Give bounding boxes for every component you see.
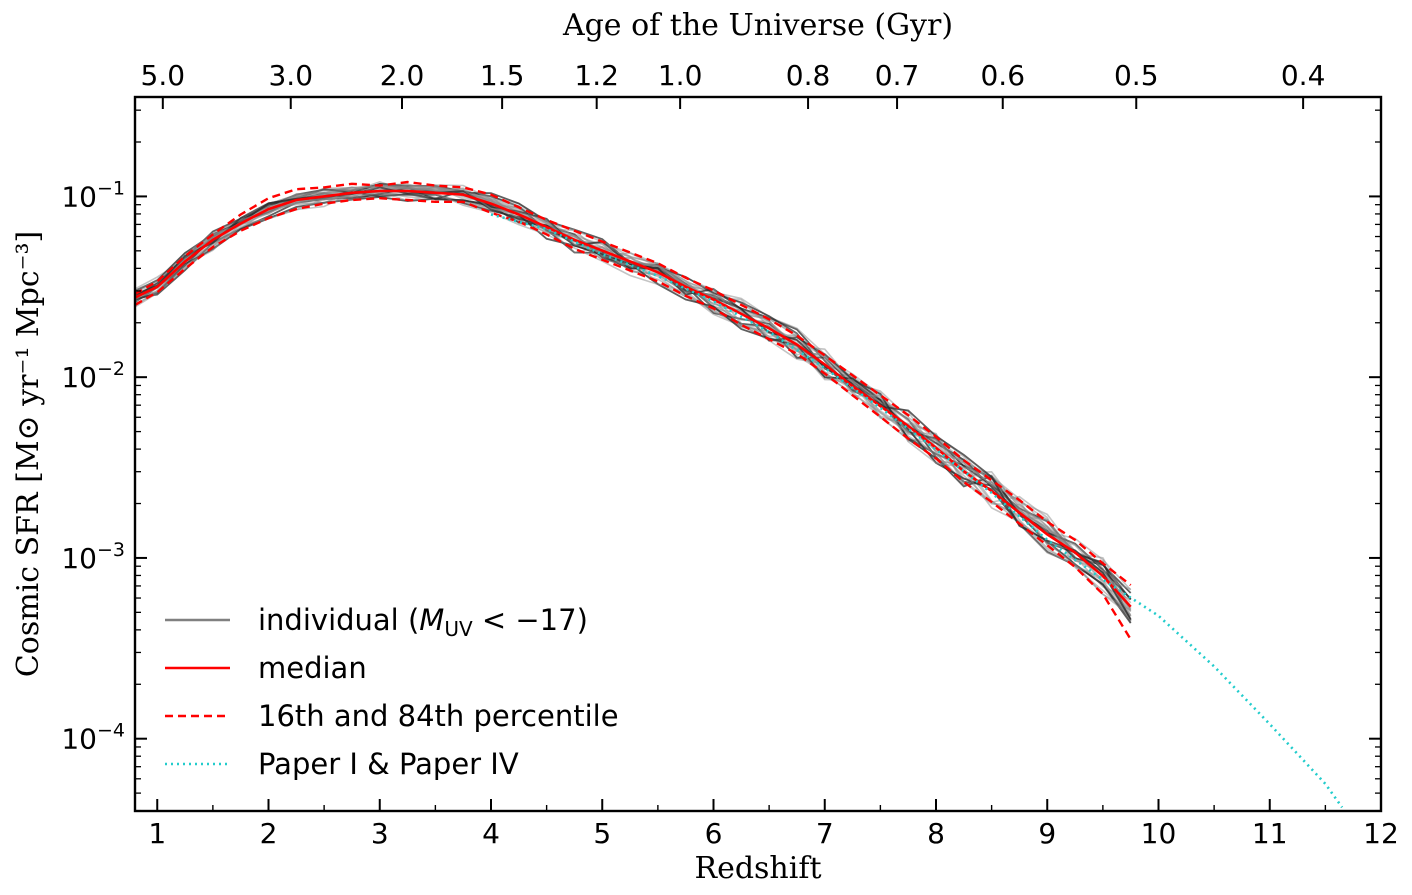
x-tick-label: 9 <box>1038 817 1056 850</box>
x-tick-label: 5 <box>593 817 611 850</box>
x-tick-label: 11 <box>1252 817 1288 850</box>
top-tick-label: 0.4 <box>1281 59 1326 92</box>
x-tick-label: 7 <box>816 817 834 850</box>
individual-curve <box>135 187 1132 600</box>
top-tick-label: 3.0 <box>268 59 313 92</box>
top-tick-label: 5.0 <box>141 59 186 92</box>
legend-label-percentile: 16th and 84th percentile <box>258 699 619 733</box>
individual-curve <box>135 186 1132 601</box>
top-tick-label: 0.7 <box>875 59 920 92</box>
x-tick-label: 10 <box>1141 817 1177 850</box>
individual-curve <box>135 180 1132 612</box>
individual-curve <box>135 182 1132 594</box>
top-tick-label: 0.8 <box>786 59 831 92</box>
series-line-84th-percentile <box>135 180 1132 587</box>
legend-label-paper: Paper I & Paper IV <box>258 747 519 781</box>
y-tick-label: 10−3 <box>61 539 125 575</box>
x-tick-label: 6 <box>705 817 723 850</box>
x-tick-label: 12 <box>1363 817 1399 850</box>
legend-label-individual: individual (MUV < −17) <box>258 603 588 641</box>
individual-curve <box>135 186 1132 620</box>
x-tick-label: 8 <box>927 817 945 850</box>
x-tick-label: 4 <box>482 817 500 850</box>
individual-curve <box>135 184 1132 623</box>
individual-curve <box>135 184 1132 624</box>
series-line-16th-percentile <box>135 196 1132 640</box>
individual-curve <box>135 183 1132 604</box>
individual-curve <box>135 186 1132 600</box>
individual-curve <box>135 186 1132 611</box>
individual-curve <box>135 185 1132 617</box>
series-line-median <box>135 189 1132 608</box>
legend-label-median: median <box>258 651 367 685</box>
top-tick-label: 1.0 <box>658 59 703 92</box>
x-tick-label: 1 <box>148 817 166 850</box>
y-tick-label: 10−2 <box>61 358 125 394</box>
individual-curve <box>135 185 1132 617</box>
top-tick-label: 1.5 <box>480 59 525 92</box>
individual-curve <box>135 190 1132 601</box>
series-lines <box>135 180 1344 809</box>
x-tick-label: 2 <box>260 817 278 850</box>
y-axis-title: Cosmic SFR [M⊙ yr⁻¹ Mpc⁻³] <box>11 231 46 677</box>
top-axis-title: Age of the Universe (Gyr) <box>562 8 953 43</box>
axis-ticks <box>135 97 1382 812</box>
individual-curve <box>135 186 1132 610</box>
individual-curve <box>135 183 1132 609</box>
y-tick-label: 10−1 <box>61 177 125 213</box>
top-tick-label: 2.0 <box>380 59 425 92</box>
series-line-paper-i-paper-iv <box>490 213 1344 809</box>
top-tick-label: 0.6 <box>980 59 1025 92</box>
individual-curve <box>135 184 1132 591</box>
individual-curve <box>135 184 1132 591</box>
y-tick-label: 10−4 <box>61 720 125 756</box>
x-tick-label: 3 <box>371 817 389 850</box>
tick-labels: 1 2 3 4 5 6 7 8 9 10 11 125.0 3.0 2.0 1.5 1.2 1.0 0.8 0.7 0… <box>61 59 1398 850</box>
top-tick-label: 1.2 <box>574 59 619 92</box>
individual-curve <box>135 185 1132 611</box>
individual-curve <box>135 190 1132 599</box>
top-tick-label: 0.5 <box>1114 59 1159 92</box>
plot-frame <box>133 95 1383 813</box>
x-axis-title: Redshift <box>694 851 821 886</box>
individual-curve <box>135 185 1132 616</box>
legend: individual (MUV < −17) median 16th and 84t… <box>165 603 619 781</box>
individual-curves <box>135 180 1132 624</box>
individual-curve <box>135 183 1132 621</box>
